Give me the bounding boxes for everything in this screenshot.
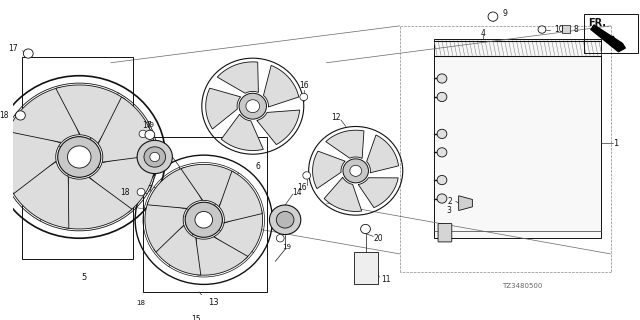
Circle shape	[195, 212, 212, 228]
Circle shape	[488, 12, 498, 21]
Polygon shape	[591, 25, 625, 52]
Text: 7: 7	[147, 185, 152, 194]
Polygon shape	[181, 164, 235, 207]
Polygon shape	[89, 151, 156, 212]
Polygon shape	[257, 110, 300, 145]
Text: 18: 18	[120, 188, 129, 196]
Polygon shape	[147, 167, 202, 208]
Circle shape	[246, 100, 260, 113]
Circle shape	[239, 93, 266, 119]
Text: 5: 5	[81, 273, 87, 282]
Circle shape	[360, 224, 371, 234]
Circle shape	[139, 130, 147, 138]
Circle shape	[24, 49, 33, 58]
Text: 1: 1	[613, 139, 618, 148]
Polygon shape	[56, 85, 125, 143]
Circle shape	[67, 146, 91, 168]
Circle shape	[137, 188, 145, 196]
Bar	[354, 252, 378, 284]
Circle shape	[269, 205, 301, 235]
Circle shape	[437, 129, 447, 139]
Circle shape	[437, 194, 447, 203]
Text: 20: 20	[373, 234, 383, 243]
Polygon shape	[312, 151, 345, 188]
Circle shape	[153, 299, 161, 307]
Circle shape	[460, 199, 467, 207]
Text: 18: 18	[136, 300, 145, 306]
FancyBboxPatch shape	[438, 223, 452, 242]
Polygon shape	[217, 62, 259, 93]
Circle shape	[185, 202, 222, 237]
Text: 11: 11	[381, 275, 390, 284]
Polygon shape	[98, 97, 156, 162]
Circle shape	[137, 140, 172, 173]
Text: 2: 2	[447, 197, 452, 206]
Circle shape	[350, 165, 362, 176]
Polygon shape	[145, 202, 187, 252]
Polygon shape	[64, 177, 132, 229]
Circle shape	[300, 93, 308, 101]
Text: 14: 14	[292, 188, 301, 196]
Polygon shape	[358, 178, 398, 208]
Text: 12: 12	[332, 113, 341, 122]
FancyArrowPatch shape	[598, 29, 616, 43]
Text: 8: 8	[573, 25, 578, 34]
Text: 16: 16	[299, 81, 308, 90]
Polygon shape	[219, 171, 262, 223]
Circle shape	[343, 159, 369, 183]
Text: 17: 17	[8, 44, 17, 52]
Text: 17: 17	[142, 121, 152, 130]
Text: 15: 15	[191, 315, 201, 320]
Polygon shape	[326, 130, 364, 158]
Polygon shape	[214, 210, 262, 259]
Polygon shape	[264, 65, 299, 107]
Circle shape	[437, 92, 447, 101]
Polygon shape	[12, 162, 69, 228]
Circle shape	[538, 26, 546, 33]
Polygon shape	[205, 88, 241, 129]
Text: 6: 6	[255, 162, 260, 171]
Bar	[584, 14, 638, 52]
Text: 4: 4	[481, 29, 486, 38]
Polygon shape	[367, 135, 399, 173]
Polygon shape	[196, 237, 248, 275]
Polygon shape	[154, 226, 201, 275]
Bar	[561, 25, 570, 33]
Text: 19: 19	[283, 244, 292, 251]
Text: 3: 3	[447, 206, 452, 215]
Text: FR.: FR.	[588, 18, 606, 28]
Circle shape	[437, 175, 447, 185]
Circle shape	[276, 212, 294, 228]
Circle shape	[303, 172, 310, 179]
Text: TZ3480500: TZ3480500	[502, 283, 543, 289]
Text: 19: 19	[145, 122, 154, 128]
Circle shape	[150, 152, 159, 162]
Bar	[434, 39, 601, 238]
Text: 16: 16	[297, 183, 307, 192]
Circle shape	[15, 111, 26, 120]
Circle shape	[437, 148, 447, 157]
Polygon shape	[3, 127, 61, 194]
Circle shape	[145, 130, 155, 140]
Text: 10: 10	[554, 25, 563, 34]
Text: 13: 13	[208, 298, 219, 308]
Circle shape	[58, 137, 101, 177]
Polygon shape	[324, 177, 362, 212]
Circle shape	[144, 147, 166, 167]
Polygon shape	[459, 196, 472, 211]
Polygon shape	[8, 87, 79, 142]
Circle shape	[276, 235, 284, 242]
Text: 18: 18	[0, 111, 9, 120]
Text: 9: 9	[503, 9, 508, 18]
Polygon shape	[221, 114, 264, 150]
Circle shape	[437, 74, 447, 83]
